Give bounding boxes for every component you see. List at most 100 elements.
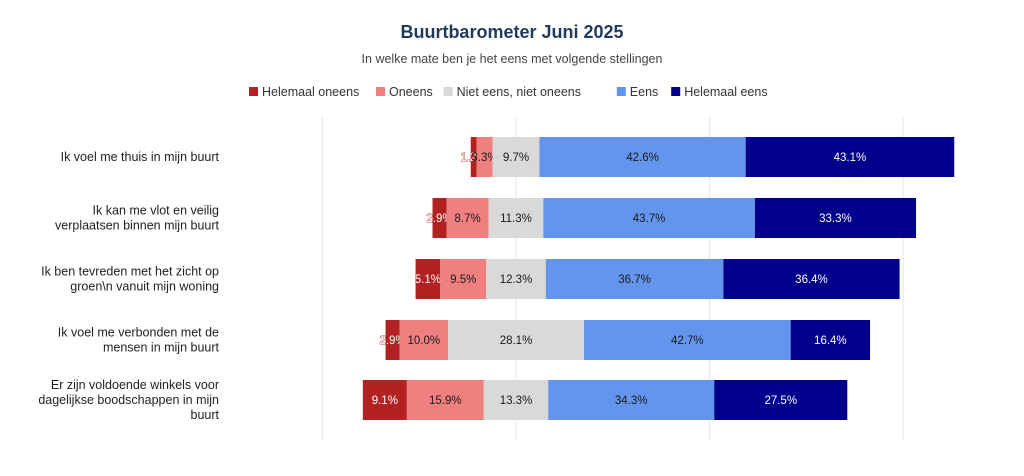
legend-item: Niet eens, niet oneens [443, 85, 581, 99]
category-label: Er zijn voldoende winkels voordagelijkse… [38, 378, 219, 422]
legend-item: Helemaal oneens [249, 85, 359, 99]
category-label: Ik voel me thuis in mijn buurt [61, 150, 220, 164]
bar-rect [539, 137, 746, 177]
bar-rect [470, 137, 477, 177]
bar-segment: 9.7% [492, 137, 540, 177]
data-label: 10.0% [407, 335, 440, 347]
bar-segment: 33.3% [754, 198, 917, 238]
data-label: 27.5% [764, 395, 797, 407]
category-label-line: mensen in mijn buurt [103, 341, 220, 355]
bar-rect [543, 198, 755, 238]
bar-rect [432, 198, 447, 238]
data-label: 43.7% [633, 213, 666, 225]
bar-rect [476, 137, 493, 177]
category-label-line: Ik ben tevreden met het zicht op [41, 265, 219, 279]
bar-segment: 2.9% [379, 320, 406, 360]
data-label: 13.3% [500, 395, 533, 407]
bar-segment: 15.9% [406, 380, 484, 420]
data-label: 28.1% [500, 335, 533, 347]
bar-rect [446, 198, 489, 238]
data-label: 16.4% [814, 335, 847, 347]
bar-rect [447, 320, 585, 360]
data-label: 9.7% [503, 152, 529, 164]
bar-segment: 5.1% [414, 259, 441, 299]
bar-segment: 36.4% [723, 259, 900, 299]
legend-label: Oneens [389, 85, 433, 99]
bar-rect [548, 380, 715, 420]
bar-row: Ik voel me thuis in mijn buurt 1.2%3.3% 9.… [61, 137, 955, 177]
bar-rect [483, 380, 549, 420]
chart-title: Buurtbarometer Juni 2025 [400, 22, 624, 42]
legend: Helemaal oneens Oneens Niet eens, niet one… [249, 85, 768, 99]
bar-segment: 11.3% [488, 198, 544, 238]
bar-segment: 43.7% [543, 198, 755, 238]
category-label-line: buurt [191, 408, 220, 422]
data-label: 8.7% [454, 213, 480, 225]
data-label: 42.7% [671, 335, 704, 347]
legend-item: Helemaal eens [671, 85, 768, 99]
bar-segment: 9.5% [440, 259, 487, 299]
bar-segment: 34.3% [548, 380, 715, 420]
bar-rect [406, 380, 484, 420]
bar-rect [415, 259, 441, 299]
legend-swatch [249, 87, 258, 96]
bar-segment: 12.3% [486, 259, 546, 299]
legend-swatch [443, 87, 453, 96]
bar-segment: 28.1% [447, 320, 585, 360]
category-label-line: Er zijn voldoende winkels voor [51, 378, 219, 392]
bar-segment: 42.7% [584, 320, 791, 360]
bar-rect [584, 320, 791, 360]
bar-segment: 3.3% [471, 137, 498, 177]
bar-segment: 2.9% [426, 198, 453, 238]
bar-rect [754, 198, 917, 238]
category-label-line: verplaatsen binnen mijn buurt [55, 219, 220, 233]
data-label: 43.1% [834, 152, 867, 164]
data-label: 12.3% [500, 274, 533, 286]
data-label: 42.6% [626, 152, 659, 164]
category-label: Ik ben tevreden met het zicht opgroen\n … [41, 265, 219, 294]
data-label: 15.9% [429, 395, 462, 407]
legend-swatch [616, 87, 626, 96]
bar-segment: 27.5% [714, 380, 848, 420]
data-label: 9.1% [372, 395, 398, 407]
chart-subtitle: In welke mate ben je het eens met volgen… [361, 52, 663, 66]
legend-label: Helemaal oneens [262, 85, 359, 99]
bar-rect [399, 320, 448, 360]
category-label-line: Ik kan me vlot en veilig [93, 204, 219, 218]
legend-item: Eens [616, 85, 659, 99]
legend-swatch [376, 87, 385, 96]
bar-rect [492, 137, 540, 177]
data-label: 33.3% [819, 213, 852, 225]
bar-rect [790, 320, 871, 360]
category-label-line: Ik voel me thuis in mijn buurt [61, 150, 220, 164]
category-label-line: Ik voel me verbonden met de [58, 326, 219, 340]
bar-segment: 8.7% [446, 198, 489, 238]
data-label: 5.1% [415, 274, 441, 286]
bar-rect [488, 198, 544, 238]
bar-segment: 13.3% [483, 380, 549, 420]
legend-item: Oneens [376, 85, 433, 99]
data-label: 34.3% [615, 395, 648, 407]
bar-rect [545, 259, 724, 299]
bar-rect [385, 320, 400, 360]
bar-row: Ik ben tevreden met het zicht opgroen\n … [41, 259, 900, 299]
bar-rect [723, 259, 900, 299]
data-label: 2.9% [379, 335, 405, 347]
bar-row: Er zijn voldoende winkels voordagelijkse… [38, 378, 848, 422]
bar-segment: 16.4% [790, 320, 871, 360]
category-label-line: dagelijkse boodschappen in mijn [38, 393, 219, 407]
legend-label: Eens [630, 85, 659, 99]
category-label-line: groen\n vanuit mijn woning [70, 280, 219, 294]
data-label: 3.3% [471, 152, 497, 164]
bar-segment: 42.6% [539, 137, 746, 177]
legend-label: Niet eens, niet oneens [457, 85, 581, 99]
data-label: 2.9% [426, 213, 452, 225]
bar-rect [440, 259, 487, 299]
bar-segment: 43.1% [745, 137, 955, 177]
data-label: 36.7% [618, 274, 651, 286]
